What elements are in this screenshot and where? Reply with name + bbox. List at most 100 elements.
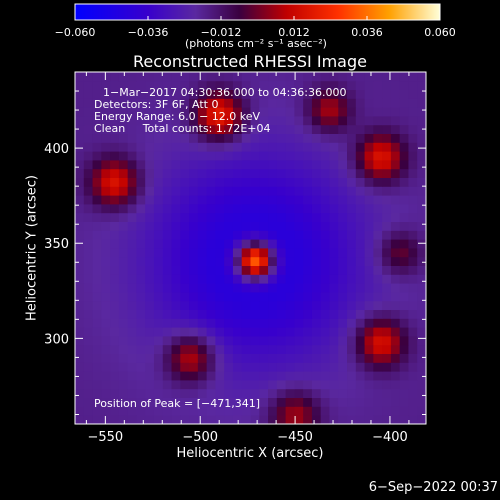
heatmap-cell <box>338 98 348 108</box>
heatmap-cell <box>338 72 348 82</box>
heatmap-cell <box>110 371 120 381</box>
heatmap-cell <box>390 195 401 205</box>
heatmap-cell <box>197 80 208 90</box>
heatmap-cell <box>417 327 427 337</box>
heatmap-cell <box>162 177 172 187</box>
heatmap-cell <box>101 274 111 284</box>
heatmap-cell <box>320 336 330 346</box>
heatmap-cell <box>338 124 348 134</box>
heatmap-cell <box>250 142 260 152</box>
heatmap-cell <box>145 133 155 143</box>
heatmap-cell <box>215 292 225 302</box>
heatmap-cell <box>171 309 181 319</box>
heatmap-cell <box>355 380 365 390</box>
heatmap-cell <box>329 248 339 258</box>
heatmap-cell <box>75 248 85 258</box>
heatmap-cell <box>153 415 164 425</box>
heatmap-cell <box>180 274 190 284</box>
heatmap-cell <box>294 256 304 266</box>
heatmap-cell <box>118 124 129 134</box>
heatmap-cell <box>215 309 225 319</box>
heatmap-cell <box>382 212 392 222</box>
heatmap-cell <box>320 239 330 249</box>
heatmap-cell <box>382 133 392 143</box>
heatmap-cell <box>320 142 330 152</box>
heatmap-cell <box>268 195 278 205</box>
heatmap-cell <box>241 327 251 337</box>
heatmap-cell <box>110 151 120 161</box>
heatmap-cell <box>276 186 286 196</box>
annotation-time-range: 1−Mar−2017 04:30:36.000 to 04:36:36.000 <box>103 86 347 99</box>
heatmap-cell <box>241 177 251 187</box>
heatmap-cell <box>75 133 85 143</box>
heatmap-cell <box>180 292 190 302</box>
heatmap-cell <box>83 397 93 407</box>
heatmap-cell <box>83 80 93 90</box>
heatmap-cell <box>83 336 93 346</box>
heatmap-cell <box>408 274 418 284</box>
heatmap-cell <box>224 89 234 99</box>
heatmap-cell <box>171 124 181 134</box>
heatmap-cell <box>259 318 269 328</box>
heatmap-cell <box>136 292 146 302</box>
heatmap-cell <box>250 344 260 354</box>
heatmap-cell <box>276 344 286 354</box>
heatmap-cell <box>408 397 418 407</box>
heatmap-cell <box>83 98 93 108</box>
heatmap-cell <box>408 124 418 134</box>
heatmap-cell <box>417 133 427 143</box>
heatmap-cell <box>417 142 427 152</box>
heatmap-cell <box>224 292 234 302</box>
heatmap-cell <box>347 168 357 178</box>
heatmap-cell <box>320 406 330 416</box>
heatmap-cell <box>276 397 286 407</box>
heatmap-cell <box>320 397 330 407</box>
heatmap-cell <box>355 362 365 372</box>
heatmap-cell <box>320 168 330 178</box>
heatmap-cell <box>92 80 102 90</box>
heatmap-cell <box>171 406 181 416</box>
heatmap-cell <box>118 142 129 152</box>
heatmap-cell <box>390 177 401 187</box>
heatmap-cell <box>75 388 85 398</box>
heatmap-cell <box>347 195 357 205</box>
heatmap-cell <box>197 318 208 328</box>
heatmap-cell <box>303 186 313 196</box>
heatmap-cell <box>224 274 234 284</box>
heatmap-cell <box>101 292 111 302</box>
heatmap-cell <box>101 186 111 196</box>
heatmap-cell <box>171 177 181 187</box>
heatmap-cell <box>417 98 427 108</box>
heatmap-cell <box>355 186 365 196</box>
heatmap-cell <box>373 274 383 284</box>
heatmap-cell <box>110 292 120 302</box>
heatmap-cell <box>232 274 243 284</box>
heatmap-cell <box>276 327 286 337</box>
heatmap-cell <box>75 406 85 416</box>
heatmap-cell <box>162 230 172 240</box>
heatmap-cell <box>390 415 401 425</box>
heatmap-cell <box>162 186 172 196</box>
heatmap-cell <box>399 98 409 108</box>
heatmap-cell <box>92 283 102 293</box>
heatmap-cell <box>189 292 199 302</box>
heatmap-cell <box>311 415 322 425</box>
heatmap-cell <box>145 160 155 170</box>
heatmap-cell <box>110 388 120 398</box>
heatmap-cell <box>259 300 269 310</box>
heatmap-cell <box>145 406 155 416</box>
heatmap-cell <box>364 212 374 222</box>
heatmap-cell <box>355 415 365 425</box>
heatmap-cell <box>399 344 409 354</box>
heatmap-cell <box>285 380 295 390</box>
heatmap-cell <box>232 265 243 275</box>
heatmap-cell <box>101 160 111 170</box>
heatmap-cell <box>259 186 269 196</box>
heatmap-cell <box>171 336 181 346</box>
heatmap-cell <box>224 239 234 249</box>
heatmap-cell <box>92 380 102 390</box>
heatmap-cell <box>373 124 383 134</box>
heatmap-cell <box>399 230 409 240</box>
heatmap-cell <box>206 380 216 390</box>
heatmap-cell <box>285 168 295 178</box>
